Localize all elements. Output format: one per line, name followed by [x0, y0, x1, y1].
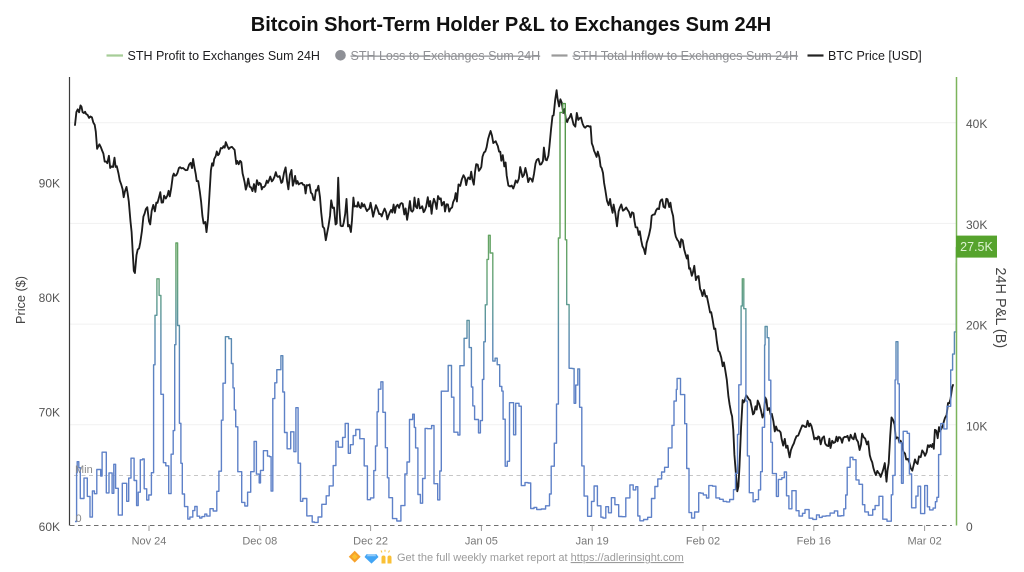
- svg-text:Dec 08: Dec 08: [242, 536, 277, 548]
- svg-text:20K: 20K: [966, 319, 987, 333]
- svg-text:27.5K: 27.5K: [960, 240, 993, 254]
- svg-text:10K: 10K: [966, 419, 987, 433]
- svg-text:STH Total Inflow to Exchanges: STH Total Inflow to Exchanges Sum 24H: [573, 49, 799, 63]
- svg-text:STH Profit to Exchanges Sum 24: STH Profit to Exchanges Sum 24H: [128, 49, 320, 63]
- svg-text:0: 0: [966, 520, 973, 534]
- svg-text:30K: 30K: [966, 218, 987, 232]
- svg-text:BTC Price [USD]: BTC Price [USD]: [828, 49, 922, 63]
- svg-text:24H P&L (B): 24H P&L (B): [992, 267, 1008, 348]
- svg-text:Bitcoin Short-Term Holder P&L: Bitcoin Short-Term Holder P&L to Exchang…: [251, 14, 771, 36]
- svg-text:Min: Min: [75, 464, 93, 476]
- svg-text:Feb 02: Feb 02: [686, 536, 720, 548]
- svg-text:Jan 05: Jan 05: [465, 536, 498, 548]
- svg-text:80K: 80K: [39, 291, 60, 305]
- svg-text:40K: 40K: [966, 117, 987, 131]
- svg-text:0: 0: [76, 513, 82, 525]
- svg-text:60K: 60K: [39, 520, 60, 534]
- svg-text:STH Loss to Exchanges Sum 24H: STH Loss to Exchanges Sum 24H: [351, 49, 541, 63]
- svg-text:Dec 22: Dec 22: [353, 536, 388, 548]
- svg-text:Jan 19: Jan 19: [576, 536, 609, 548]
- svg-text:90K: 90K: [39, 177, 60, 191]
- svg-text:Get the full weekly market rep: Get the full weekly market report at htt…: [397, 552, 684, 564]
- svg-text:70K: 70K: [39, 406, 60, 420]
- svg-text:Mar 02: Mar 02: [907, 536, 941, 548]
- svg-text:Nov 24: Nov 24: [132, 536, 167, 548]
- svg-text:Feb 16: Feb 16: [797, 536, 831, 548]
- svg-text:Price ($): Price ($): [14, 276, 28, 324]
